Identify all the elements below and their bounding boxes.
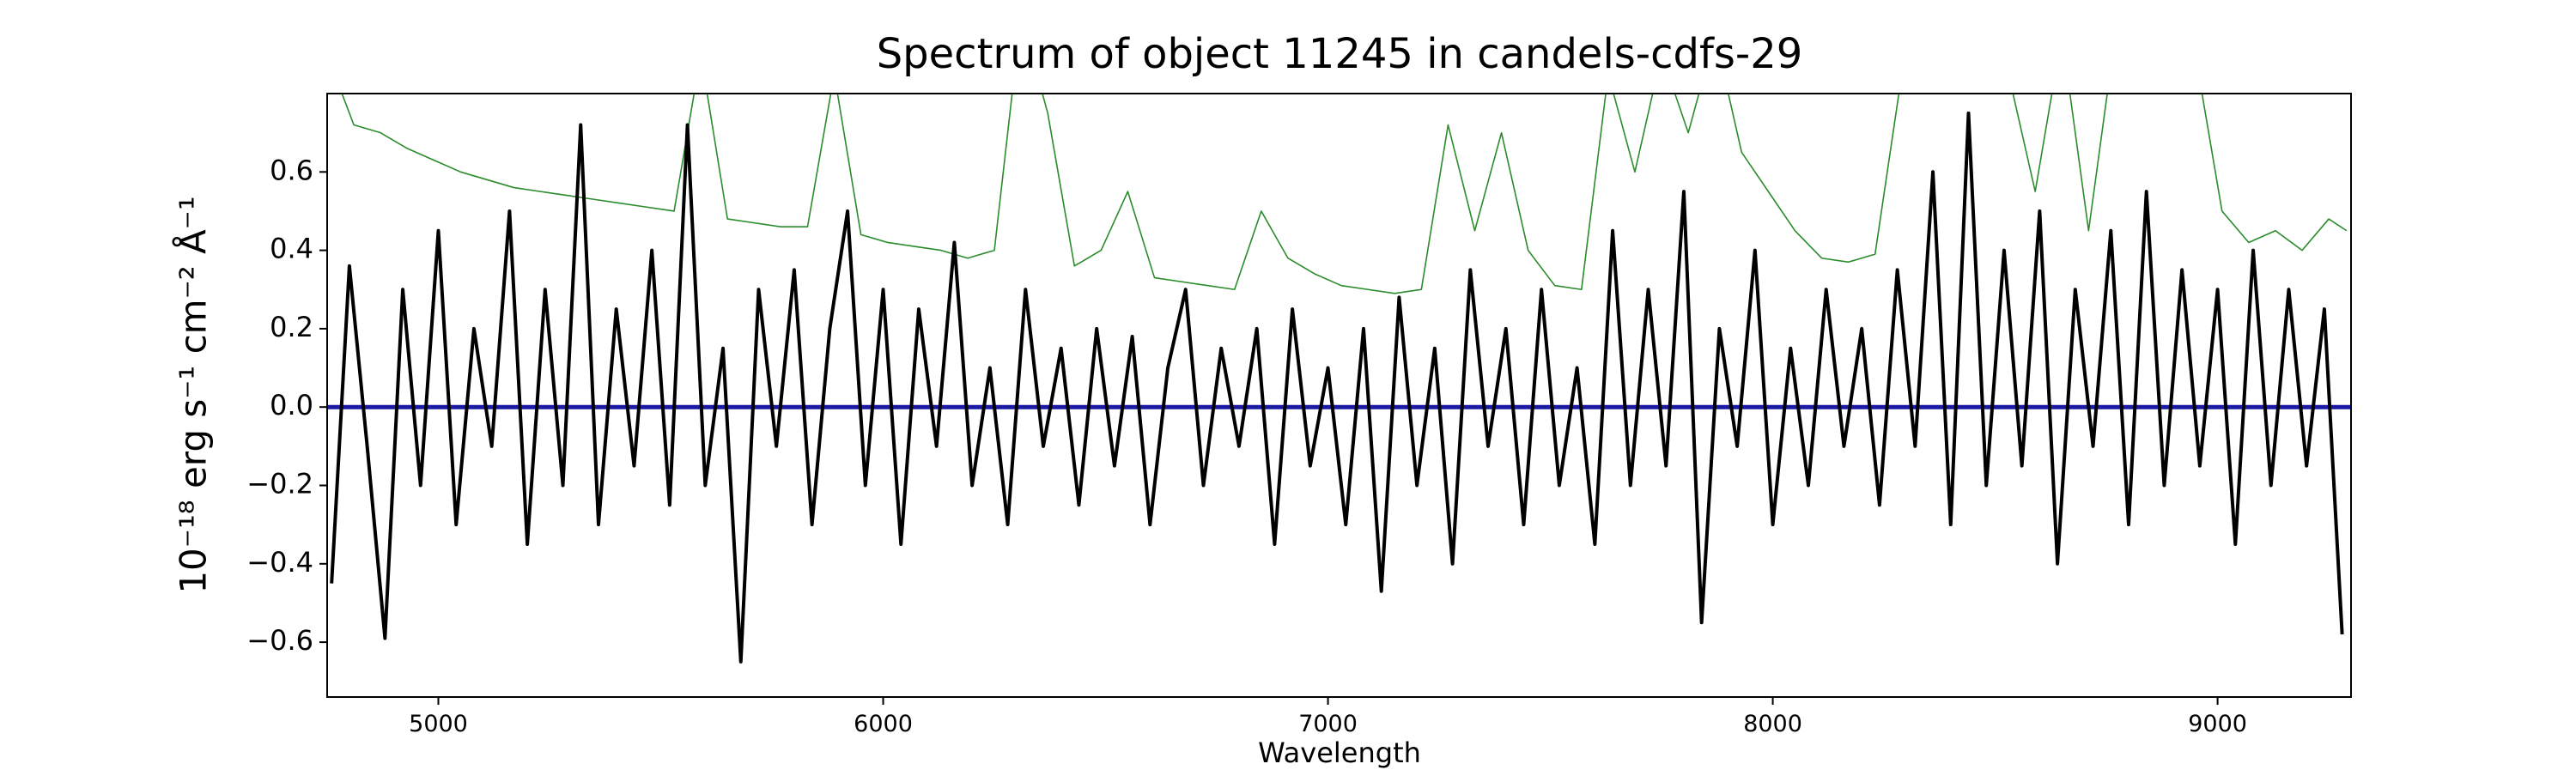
axes-frame [326,93,2352,698]
x-tick-label: 9000 [2188,711,2247,737]
spectrum-line [330,111,2344,664]
x-tick-label: 8000 [1743,711,1802,737]
x-tick-label: 7000 [1298,711,1358,737]
x-tick-label: 6000 [854,711,913,737]
y-tick-label: 0.6 [270,154,313,186]
y-tick-label: 0.2 [270,311,313,343]
y-tick-label: −0.4 [246,546,313,579]
plot-area [327,94,2351,664]
x-axis-label: Wavelength [1258,737,1421,769]
y-axis-label: 10⁻¹⁸ erg s⁻¹ cm⁻² Å⁻¹ [172,196,215,593]
y-tick-label: −0.2 [246,467,313,500]
x-tick-label: 5000 [409,711,468,737]
y-tick-label: −0.6 [246,624,313,657]
y-tick-label: 0.0 [270,389,313,421]
chart-title: Spectrum of object 11245 in candels-cdfs… [877,30,1803,78]
y-tick-label: 0.4 [270,233,313,265]
spectrum-line [341,94,2348,294]
